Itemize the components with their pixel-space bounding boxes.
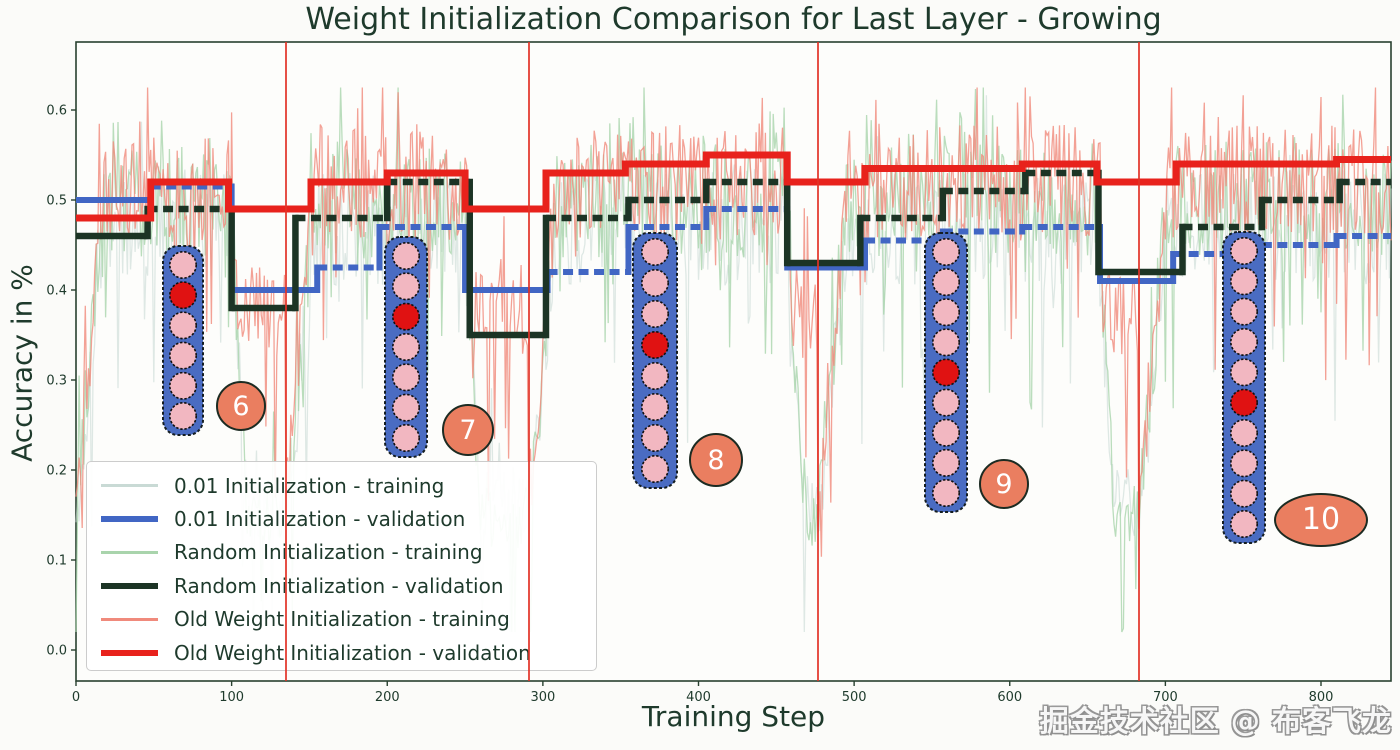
y-tick-label: 0.4: [46, 284, 67, 299]
neuron-icon: [169, 311, 198, 340]
legend-label: Random Initialization - training: [174, 540, 483, 565]
y-tick-label: 0.3: [46, 374, 67, 389]
new-neuron-icon: [931, 358, 960, 387]
neuron-icon: [931, 238, 960, 267]
neuron-icon: [1230, 237, 1259, 266]
neuron-icon: [640, 268, 669, 297]
legend-line-oldweight-validation: [101, 649, 158, 656]
y-tick-label: 0.1: [46, 554, 67, 569]
y-tick-label: 0.0: [46, 644, 67, 659]
network-size-badge: 6: [216, 381, 266, 431]
neuron-icon: [640, 299, 669, 328]
new-neuron-icon: [169, 281, 198, 310]
y-axis-label: Accuracy in %: [5, 264, 39, 462]
x-tick-label: 600: [997, 690, 1022, 705]
neuron-icon: [1230, 297, 1259, 326]
x-tick-label: 0: [72, 690, 80, 705]
legend-row: Random Initialization - training: [101, 536, 596, 569]
neuron-icon: [640, 238, 669, 267]
x-tick-label: 300: [530, 690, 555, 705]
legend-line-oldweight-training: [101, 618, 158, 621]
neuron-icon: [391, 242, 420, 271]
y-tick-label: 0.6: [46, 104, 67, 119]
legend-line-random-validation: [101, 582, 158, 589]
x-tick-label: 100: [219, 690, 244, 705]
training-curve: [75, 87, 1392, 633]
network-diagram: [632, 232, 678, 489]
legend-label: Random Initialization - validation: [174, 573, 504, 598]
legend-row: Old Weight Initialization - training: [101, 603, 596, 636]
legend-row: Old Weight Initialization - validation: [101, 636, 596, 669]
neuron-icon: [931, 268, 960, 297]
new-neuron-icon: [391, 302, 420, 331]
x-tick-label: 400: [686, 690, 711, 705]
y-tick-label: 0.5: [46, 194, 67, 209]
neuron-icon: [640, 423, 669, 452]
neuron-icon: [169, 251, 198, 280]
neuron-icon: [391, 393, 420, 422]
growth-event-line: [817, 42, 820, 681]
legend-row: Random Initialization - validation: [101, 569, 596, 602]
neuron-icon: [640, 392, 669, 421]
legend-line-001-training: [101, 484, 158, 487]
legend: 0.01 Initialization - training 0.01 Init…: [86, 461, 597, 671]
training-curve: [75, 87, 1392, 557]
neuron-icon: [640, 361, 669, 390]
neuron-icon: [1230, 267, 1259, 296]
legend-line-001-validation: [101, 516, 158, 523]
neuron-icon: [391, 272, 420, 301]
neuron-icon: [931, 418, 960, 447]
x-tick-label: 800: [1309, 690, 1334, 705]
new-neuron-icon: [1230, 388, 1259, 417]
legend-row: 0.01 Initialization - validation: [101, 502, 596, 535]
network-size-badge: 10: [1274, 493, 1368, 547]
neuron-icon: [169, 341, 198, 370]
neuron-icon: [1230, 449, 1259, 478]
growth-event-line: [284, 42, 288, 681]
neuron-icon: [1230, 418, 1259, 447]
neuron-icon: [931, 298, 960, 327]
neuron-icon: [169, 371, 198, 400]
network-size-badge: 8: [689, 433, 743, 487]
neuron-icon: [391, 363, 420, 392]
x-tick-label: 200: [375, 690, 400, 705]
neuron-icon: [931, 328, 960, 357]
watermark: 掘金技术社区 @ 布客飞龙: [1039, 704, 1392, 738]
neuron-icon: [1230, 509, 1259, 538]
neuron-icon: [931, 478, 960, 507]
neuron-icon: [640, 454, 669, 483]
legend-line-random-training: [101, 551, 158, 554]
legend-label: Old Weight Initialization - training: [174, 607, 510, 632]
neuron-icon: [1230, 479, 1259, 508]
y-tick-label: 0.2: [46, 464, 67, 479]
network-size-badge: 9: [979, 459, 1029, 509]
legend-row: 0.01 Initialization - training: [101, 469, 596, 502]
x-tick-label: 700: [1153, 690, 1178, 705]
legend-label: 0.01 Initialization - validation: [174, 507, 466, 532]
training-curve: [75, 95, 1392, 633]
neuron-icon: [1230, 327, 1259, 356]
chart-title: Weight Initialization Comparison for Las…: [305, 2, 1162, 37]
growth-event-line: [527, 42, 530, 681]
neuron-icon: [391, 332, 420, 361]
legend-label: 0.01 Initialization - training: [174, 473, 445, 498]
neuron-icon: [169, 401, 198, 430]
neuron-icon: [931, 448, 960, 477]
neuron-icon: [391, 423, 420, 452]
neuron-icon: [1230, 358, 1259, 387]
new-neuron-icon: [640, 330, 669, 359]
x-tick-label: 500: [842, 690, 867, 705]
network-size-badge: 7: [442, 404, 494, 456]
growth-event-line: [1137, 42, 1140, 681]
x-axis-label: Training Step: [641, 700, 826, 733]
neuron-icon: [931, 388, 960, 417]
legend-label: Old Weight Initialization - validation: [174, 640, 531, 665]
